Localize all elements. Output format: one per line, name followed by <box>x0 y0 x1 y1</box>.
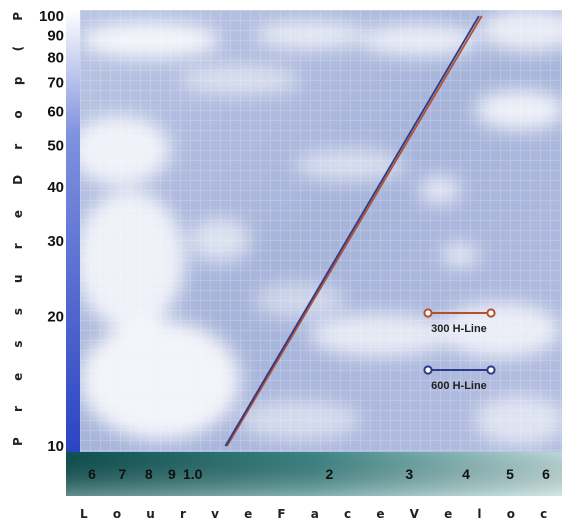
x-tick-label: 8 <box>145 466 153 482</box>
y-tick-label: 70 <box>47 75 64 92</box>
x-tick-label: 4 <box>462 466 470 482</box>
y-tick-label: 40 <box>47 179 64 196</box>
x-tick-label: 2 <box>325 466 333 482</box>
legend-marker <box>423 308 433 318</box>
x-tick-label: 6 <box>88 466 96 482</box>
x-axis-label: L o u r v e F a c e V e l o c i t y ( m … <box>80 507 562 521</box>
plot-background <box>80 10 562 452</box>
legend-marker <box>486 365 496 375</box>
x-tick-label: 3 <box>405 466 413 482</box>
legend-marker <box>486 308 496 318</box>
series-line-300-h-line <box>226 15 483 447</box>
x-tick-label: 7 <box>118 466 126 482</box>
x-tick-labels: 6 7 8 9 1.0 2 3 4 5 6 <box>88 466 550 482</box>
y-tick-labels: 10 20 30 40 50 60 70 80 90 100 <box>39 8 64 455</box>
y-tick-label: 80 <box>47 50 64 67</box>
y-axis-bar <box>66 10 80 452</box>
y-tick-label: 60 <box>47 103 64 120</box>
y-axis-label: P r e s s u r e D r o p ( P a ) <box>11 0 25 446</box>
legend-marker <box>423 365 433 375</box>
series-lines <box>224 15 483 447</box>
legend-label: 300 H-Line <box>431 323 487 335</box>
y-tick-label: 90 <box>47 28 64 45</box>
legend-label: 600 H-Line <box>431 380 487 392</box>
x-tick-label: 5 <box>506 466 514 482</box>
series-line-600-h-line <box>224 15 480 447</box>
y-tick-label: 20 <box>47 309 64 326</box>
y-tick-label: 100 <box>39 8 64 25</box>
y-tick-label: 30 <box>47 233 64 250</box>
x-tick-label: 6 <box>542 466 550 482</box>
x-tick-label: 1.0 <box>183 466 203 482</box>
y-tick-label: 50 <box>47 137 64 154</box>
x-axis-bar <box>66 452 562 496</box>
y-tick-label: 10 <box>47 438 64 455</box>
x-tick-label: 9 <box>168 466 176 482</box>
legend: 300 H-Line 600 H-Line <box>423 308 496 392</box>
